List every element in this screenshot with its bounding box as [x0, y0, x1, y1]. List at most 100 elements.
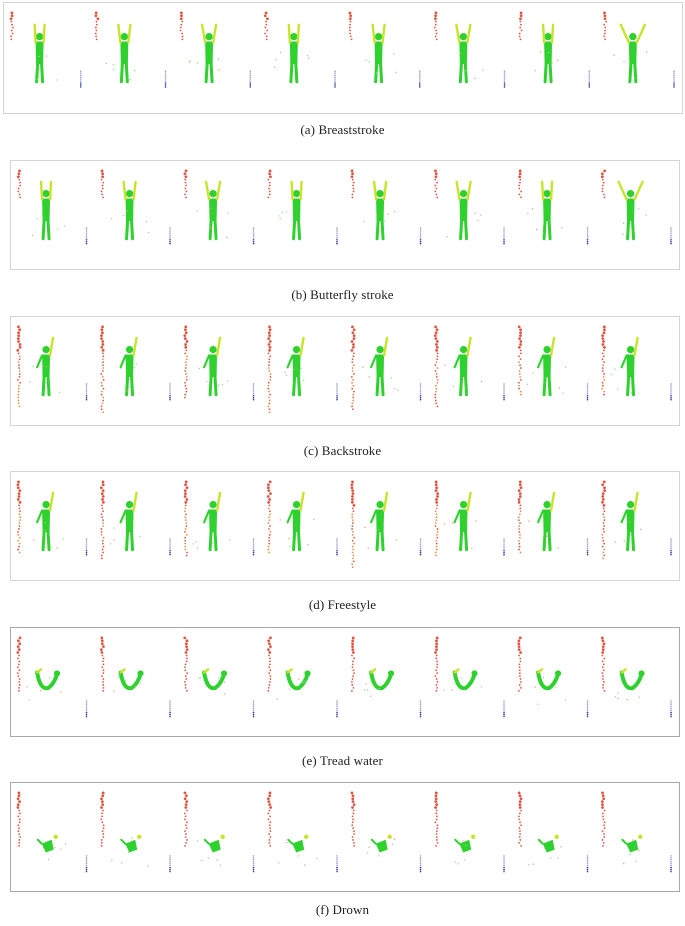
body-point-cloud	[537, 834, 559, 853]
frame-sequence	[16, 791, 672, 873]
frame-4	[263, 11, 336, 88]
frame-sequence	[9, 11, 675, 88]
depth-marker	[419, 538, 422, 556]
heat-column	[16, 325, 22, 408]
body-point-cloud	[537, 491, 556, 552]
depth-marker	[503, 383, 505, 401]
depth-marker	[503, 227, 505, 245]
frame-8	[601, 325, 672, 401]
depth-marker	[169, 700, 171, 718]
frame-4	[266, 480, 338, 556]
heat-column	[434, 480, 440, 557]
depth-marker	[336, 383, 338, 401]
heat-column	[517, 480, 523, 554]
heat-column	[16, 169, 21, 199]
depth-marker	[503, 538, 505, 556]
body-point-cloud	[117, 23, 132, 84]
frame-7	[517, 325, 589, 401]
panel-caption: (f) Drown	[315, 902, 370, 917]
depth-marker	[85, 383, 88, 401]
body-point-cloud	[36, 336, 55, 397]
heat-column	[601, 480, 606, 560]
panel-caption: (c) Backstroke	[303, 443, 382, 458]
depth-marker	[586, 383, 589, 401]
depth-marker	[670, 227, 672, 245]
depth-marker	[503, 855, 505, 873]
body-point-cloud	[372, 180, 388, 241]
frame-8	[600, 636, 672, 718]
depth-marker	[85, 227, 88, 245]
body-point-cloud	[204, 180, 222, 241]
frame-5	[348, 11, 421, 88]
depth-marker	[419, 855, 422, 873]
body-point-cloud	[202, 668, 228, 691]
body-point-cloud	[36, 834, 58, 853]
panel-frame	[10, 782, 680, 892]
frame-1	[16, 480, 88, 556]
heat-column	[433, 11, 438, 41]
frame-1	[16, 169, 88, 245]
heat-column	[267, 325, 272, 414]
depth-marker	[252, 538, 255, 556]
depth-marker	[85, 700, 88, 718]
depth-marker	[85, 855, 88, 873]
panel-frame	[10, 316, 680, 426]
frame-7	[517, 791, 589, 873]
body-point-cloud	[620, 336, 639, 397]
heat-column	[600, 169, 607, 199]
frame-2	[100, 791, 171, 873]
heat-column	[518, 169, 523, 199]
body-point-cloud	[536, 668, 562, 691]
body-point-cloud	[541, 23, 555, 84]
frame-sequence	[16, 325, 672, 414]
depth-marker	[503, 700, 505, 718]
heat-column	[350, 636, 356, 692]
frame-5	[350, 480, 422, 569]
depth-marker	[336, 227, 338, 245]
depth-marker	[252, 383, 255, 401]
frame-sequence	[16, 636, 672, 718]
body-point-cloud	[455, 180, 472, 241]
body-point-cloud	[369, 668, 395, 691]
body-point-cloud	[370, 336, 389, 397]
frame-1	[16, 791, 88, 873]
frame-1	[16, 636, 88, 718]
body-point-cloud	[621, 834, 643, 853]
heat-column	[16, 636, 22, 692]
depth-marker	[334, 70, 336, 88]
body-point-cloud	[39, 180, 53, 241]
heat-column	[434, 169, 439, 199]
body-point-cloud	[203, 336, 222, 397]
body-point-cloud	[454, 834, 476, 853]
body-point-cloud	[118, 668, 144, 691]
body-point-cloud	[617, 180, 644, 241]
body-point-cloud	[35, 668, 61, 691]
frame-6	[434, 169, 505, 245]
body-point-cloud	[371, 23, 386, 84]
panel-frame	[10, 471, 680, 581]
heat-column	[517, 325, 523, 396]
body-point-cloud	[619, 23, 647, 84]
frame-8	[600, 791, 672, 873]
body-point-cloud	[455, 23, 472, 84]
body-point-cloud	[452, 668, 478, 691]
frame-7	[518, 11, 591, 88]
frame-4	[266, 791, 338, 873]
panel-frame	[3, 2, 683, 114]
frame-3	[179, 11, 252, 88]
heat-column	[99, 636, 105, 692]
heat-column	[94, 11, 100, 41]
depth-marker	[418, 70, 421, 88]
body-point-cloud	[36, 491, 55, 552]
heat-column	[600, 636, 606, 692]
body-point-cloud	[540, 180, 554, 241]
depth-marker	[164, 70, 167, 88]
body-point-cloud	[203, 834, 225, 853]
panel-caption: (d) Freestyle	[308, 597, 377, 612]
frame-6	[433, 11, 506, 88]
frame-sequence	[16, 480, 672, 569]
heat-column	[434, 636, 439, 692]
panel-frame	[10, 160, 680, 270]
heat-column	[16, 480, 22, 554]
heat-column	[183, 325, 189, 399]
